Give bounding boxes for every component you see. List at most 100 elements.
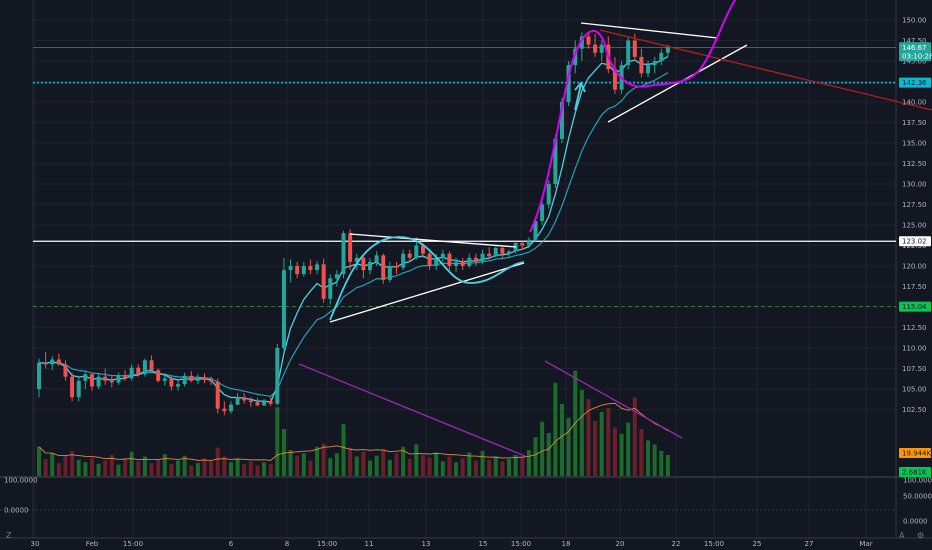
price-tag [899,448,931,458]
volume-bar [626,422,631,476]
candle-body [209,379,214,382]
candle-body [480,253,485,262]
candle-body [414,245,419,258]
triangle-resistance-line [349,233,517,248]
volume-bar [593,420,598,476]
triangle-support-line [329,262,525,323]
zoom-button[interactable]: Z [6,531,12,540]
candle-body [553,138,558,184]
volume-bar [268,463,273,476]
candle-body [242,397,247,401]
candle-body [487,253,492,257]
time-tick-label: 22 [672,540,681,548]
candle-body [526,239,531,246]
candle-body [129,367,134,379]
candle-body [646,65,651,74]
volume-bar [420,454,425,476]
volume-bar [109,454,114,476]
volume-bar [606,407,611,476]
candle-body [176,384,181,387]
volume-divergence-line-2 [544,360,683,439]
volume-bar [43,458,48,476]
volume-bar [295,455,300,476]
candle-body [262,401,267,406]
candle-body [50,359,55,365]
volume-bar [116,464,121,476]
volume-bar [639,429,644,476]
candle-body [328,278,333,299]
candle-body [434,257,439,266]
volume-bar [176,460,181,476]
candle-body [142,360,147,375]
candle-body [626,40,631,66]
projection-curve [529,0,736,233]
volume-bar [202,458,207,476]
volume-bar [195,463,200,476]
volume-bar [103,460,108,476]
price-tag [899,301,931,312]
candle-body [162,378,167,381]
volume-bar [328,458,333,476]
volume-bar [149,463,154,476]
auto-scale-button[interactable]: A [899,531,905,540]
indicator-tick-label: 100.0000 [903,477,932,485]
price-tick-label: 147.50 [902,37,927,45]
candle-body [368,261,372,271]
volume-bar [665,454,670,476]
drawings [298,0,932,457]
volume-bar [162,454,167,476]
candle-body [665,47,670,53]
candle-body [189,375,194,381]
indicator-left-label: 100.0000 [4,477,37,485]
volume-bar [579,390,584,476]
price-tag-label: 03:10:28 [902,53,932,61]
indicator-tick-label: 50.0000 [903,493,932,501]
candle-body [301,266,306,275]
candle-body [374,255,379,262]
volume-bar [540,421,545,476]
candle-body [520,243,525,246]
candle-body [308,266,313,271]
candle-body [156,370,161,381]
volume-bar [222,456,227,476]
volume-divergence-line-1 [298,363,526,457]
candle-body [83,374,88,381]
volume-bar [507,458,512,476]
price-tag-label: 142.36 [902,79,927,87]
price-tick-label: 110.00 [902,345,927,353]
volume-bar [315,446,320,476]
volume-bar [473,460,478,476]
candle-body [37,362,41,389]
volume-bar [123,458,128,476]
time-tick-label: 25 [753,540,762,548]
candle-body [454,261,459,266]
settings-gear-icon[interactable]: ⚙ [917,531,925,540]
volume-bar [526,450,531,476]
candle-body [275,348,280,404]
volume-bar [381,449,386,476]
volume-bar [215,447,220,476]
volume-bar [50,453,55,476]
volume-bar [559,403,564,476]
volume-bar [427,457,432,476]
candle-body [612,69,617,90]
price-tag [899,51,931,62]
volume-bar [308,460,313,476]
price-tag-label: 123.02 [902,238,927,246]
volume-bar [487,459,492,476]
candle-body [540,204,545,221]
grid [33,0,896,538]
candle-body [394,266,399,268]
candle-body [559,102,564,139]
candle-body [89,374,94,387]
volume-bar [599,412,604,476]
volume-bar [407,458,412,476]
candle-body [268,401,273,404]
price-tick-label: 137.50 [902,119,927,127]
candle-body [235,397,240,405]
volume-bar [401,446,406,476]
candle-body [493,247,498,257]
